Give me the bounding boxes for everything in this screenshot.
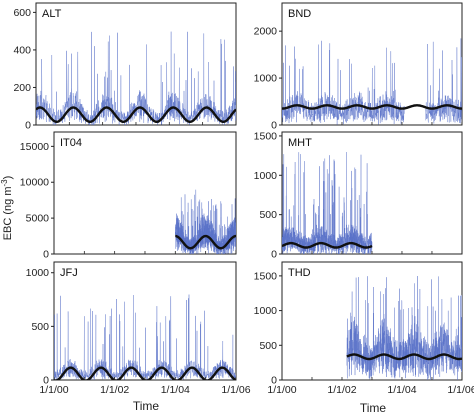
station-label: IT04 [60,137,82,149]
y-tick-label: 0 [43,375,49,387]
raw-series-thd [346,275,462,380]
x-tick-label: 1/1/06 [221,384,250,396]
y-tick-label: 0 [43,249,49,261]
panel-bnd: 0 1000 2000 BND [254,2,463,132]
y-tick-label: 1500 [254,270,278,282]
station-label: MHT [288,137,312,149]
y-axis-label: EBC (ng m-3) [0,176,14,241]
plot-area [282,151,373,254]
plot-area [346,275,462,380]
station-label: JFJ [60,267,78,279]
y-tick-label: 2000 [254,26,278,38]
raw-series-mht [282,151,373,254]
plot-area [282,38,462,125]
y-tick-label: 500 [31,321,49,333]
raw-series-it04 [175,189,236,254]
fit-series-alt [36,106,236,123]
panel-jfj: 0 500 1000 1/1/00 1/1/02 1/1/04 1/1/06 JFJ [26,261,251,396]
fit-series-it04 [175,234,236,250]
station-label: THD [288,267,311,279]
x-tick-label: 1/1/00 [39,384,68,396]
y-tick-label: 1500 [254,130,278,142]
plot-area [36,31,236,125]
y-tick-label: 1000 [26,267,50,279]
panel-frame [53,261,237,381]
y-tick-label: 0 [271,375,277,387]
fit-series-thd [346,353,462,361]
x-tick-label: 1/1/00 [267,384,296,396]
y-axis-label-exponent: -3 [0,179,9,187]
plot-area [175,189,236,254]
y-tick-label: 500 [259,209,277,221]
panel-frame [281,131,463,255]
fit-series-mht [282,241,373,249]
x-tick-label: 1/1/04 [161,384,190,396]
x-axis-label-left: Time [133,399,160,413]
y-tick-label: 600 [13,7,31,19]
panel-it04: 0 5000 10000 15000 IT04 [20,131,237,261]
y-tick-label: 1000 [254,73,278,85]
y-tick-label: 15000 [20,141,49,153]
station-label: ALT [42,8,62,20]
x-tick-label: 1/1/06 [447,384,474,396]
raw-series-jfj [54,294,236,380]
plot-area [54,294,236,380]
y-tick-label: 10000 [20,177,49,189]
y-tick-label: 0 [271,249,277,261]
y-tick-label: 5000 [26,213,50,225]
raw-series-bnd [282,38,462,125]
y-tick-label: 200 [13,82,31,94]
x-axis-label-right: Time [360,401,387,413]
y-tick-label: 1000 [254,305,278,317]
y-tick-label: 500 [259,340,277,352]
y-axis-label-base: EBC (ng m [2,187,14,241]
raw-series-alt [36,31,236,125]
y-tick-label: 1000 [254,170,278,182]
panel-thd: 0 500 1000 1500 1/1/00 1/1/02 1/1/04 1/1/06 THD [254,261,474,396]
x-tick-label: 1/1/02 [327,384,356,396]
station-label: BND [288,8,311,20]
x-tick-label: 1/1/02 [100,384,129,396]
panel-alt: 0 200 400 600 ALT [13,2,237,132]
y-axis-label-close: ) [2,176,14,180]
y-tick-label: 0 [25,120,31,132]
panel-mht: 0 500 1000 1500 MHT [254,130,463,261]
x-tick-label: 1/1/04 [387,384,416,396]
fit-series-bnd [282,104,462,110]
y-tick-label: 0 [271,120,277,132]
y-tick-label: 400 [13,44,31,56]
